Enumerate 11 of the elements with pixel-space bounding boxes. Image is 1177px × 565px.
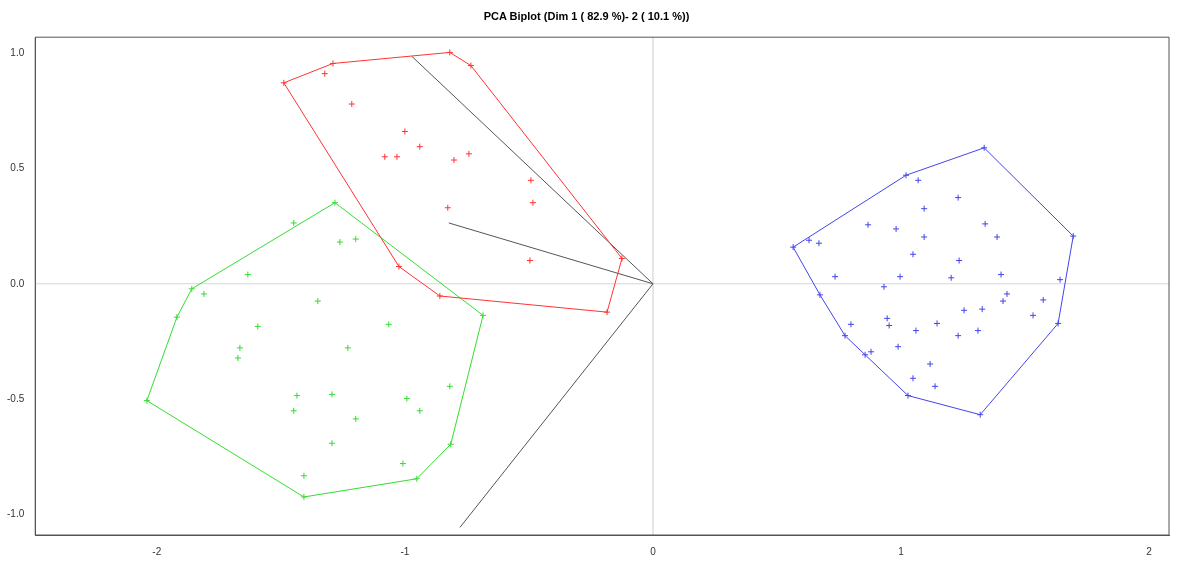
x-tick-label: -2: [152, 545, 162, 557]
chart-title: PCA Biplot (Dim 1 ( 82.9 %)- 2 ( 10.1 %)): [483, 9, 690, 22]
y-tick-label: -1.0: [7, 508, 25, 520]
y-tick-label: 0.0: [10, 277, 25, 289]
y-tick-label: 0.5: [10, 162, 25, 174]
x-tick-label: -1: [400, 545, 410, 557]
y-tick-label: 1.0: [10, 47, 25, 59]
x-tick-label: 0: [650, 545, 657, 557]
x-tick-label: 1: [898, 545, 905, 557]
x-tick-label: 2: [1146, 545, 1153, 557]
y-tick-label: -0.5: [7, 392, 25, 404]
